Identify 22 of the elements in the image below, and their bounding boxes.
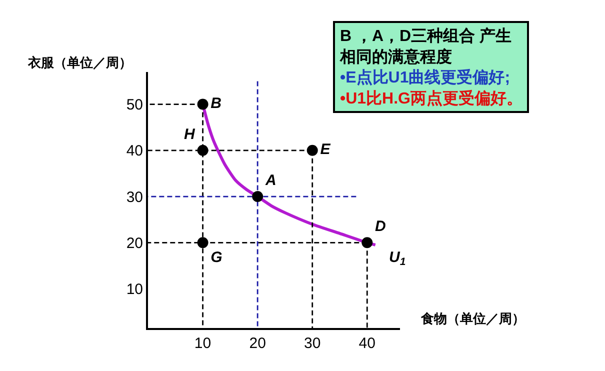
text: 相同的满意程度 [339,46,452,66]
x-axis-title: 食物（单位／周） [420,311,525,326]
y-tick-label: 10 [126,281,143,298]
text: B ，A，D三种组合 产生 [340,27,512,45]
x-tick-label: 40 [358,335,376,352]
annotation: •E点比U1曲线更受偏好; [340,68,510,87]
y-axis-title: 衣服（单位／周） [27,55,132,70]
data-label: E [320,141,332,158]
x-tick-label: 30 [304,335,321,352]
y-tick-label: 30 [126,188,143,206]
data-label: D [375,218,386,236]
y-tick-label: 50 [126,96,143,114]
data-label: G [210,248,223,266]
data-label: B [210,95,222,112]
y-tick-label: 40 [126,142,143,160]
data-label: A [264,172,276,189]
x-tick-label: 10 [194,335,212,352]
y-tick-label: 20 [126,234,143,252]
annotation: •U1比H.G两点更受偏好。 [340,89,522,108]
data-label: H [184,126,196,143]
x-tick-label: 20 [249,335,266,352]
series-label: U$_{1}$ [389,249,406,268]
